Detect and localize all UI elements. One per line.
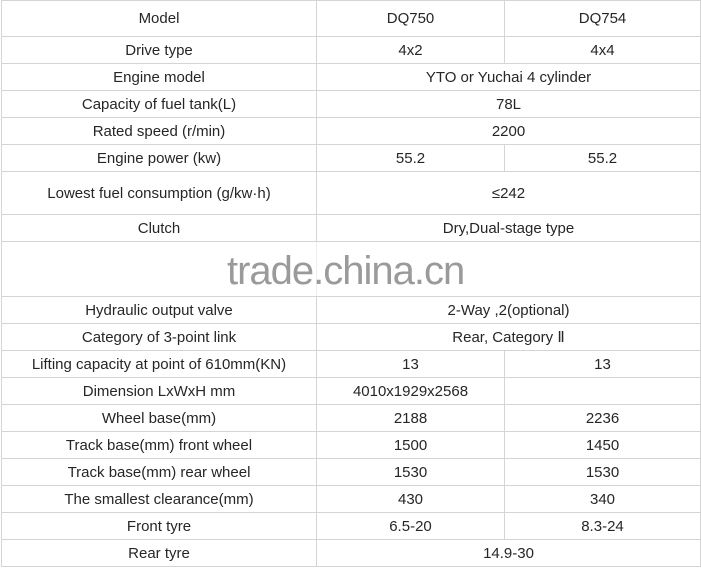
row-label: Drive type xyxy=(1,36,317,64)
row-value: 340 xyxy=(504,485,701,513)
row-label: Rear tyre xyxy=(1,539,317,567)
table-row: Lowest fuel consumption (g/kw·h) ≤242 xyxy=(1,171,701,215)
table-row: Clutch Dry,Dual-stage type xyxy=(1,214,701,242)
table-row: Engine model YTO or Yuchai 4 cylinder xyxy=(1,63,701,91)
table-row: Category of 3-point link Rear, Category Ⅱ xyxy=(1,323,701,351)
table-row: Capacity of fuel tank(L) 78L xyxy=(1,90,701,118)
row-value: 55.2 xyxy=(504,144,701,172)
row-label: Hydraulic output valve xyxy=(1,296,317,324)
row-value: 6.5-20 xyxy=(316,512,505,540)
row-label: Lowest fuel consumption (g/kw·h) xyxy=(1,171,317,215)
model-dq754: DQ754 xyxy=(504,0,701,37)
row-value: 1530 xyxy=(316,458,505,486)
row-label: Track base(mm) rear wheel xyxy=(1,458,317,486)
table-row: Front tyre 6.5-20 8.3-24 xyxy=(1,512,701,540)
table-row: Dimension LxWxH mm 4010x1929x2568 xyxy=(1,377,701,405)
row-value: 2236 xyxy=(504,404,701,432)
row-label: Category of 3-point link xyxy=(1,323,317,351)
table-row: Track base(mm) rear wheel 1530 1530 xyxy=(1,458,701,486)
row-value: 2-Way ,2(optional) xyxy=(316,296,701,324)
table-row: Track base(mm) front wheel 1500 1450 xyxy=(1,431,701,459)
table-row: Engine power (kw) 55.2 55.2 xyxy=(1,144,701,172)
blank-cell xyxy=(1,241,317,297)
table-row: Lifting capacity at point of 610mm(KN) 13… xyxy=(1,350,701,378)
row-value xyxy=(504,377,701,405)
row-value: YTO or Yuchai 4 cylinder xyxy=(316,63,701,91)
table-row: The smallest clearance(mm) 430 340 xyxy=(1,485,701,513)
row-label: Engine power (kw) xyxy=(1,144,317,172)
row-value: 4x2 xyxy=(316,36,505,64)
row-value: 4x4 xyxy=(504,36,701,64)
row-label: Track base(mm) front wheel xyxy=(1,431,317,459)
row-value: 1450 xyxy=(504,431,701,459)
table-row: Drive type 4x2 4x4 xyxy=(1,36,701,64)
row-value: 4010x1929x2568 xyxy=(316,377,505,405)
row-value: ≤242 xyxy=(316,171,701,215)
table-row: Wheel base(mm) 2188 2236 xyxy=(1,404,701,432)
header-label: Model xyxy=(1,0,317,37)
row-label: Front tyre xyxy=(1,512,317,540)
row-value: 13 xyxy=(504,350,701,378)
header-row: Model DQ750 DQ754 xyxy=(1,0,701,37)
row-label: The smallest clearance(mm) xyxy=(1,485,317,513)
row-value: 1500 xyxy=(316,431,505,459)
row-label: Dimension LxWxH mm xyxy=(1,377,317,405)
row-value: 55.2 xyxy=(316,144,505,172)
row-label: Clutch xyxy=(1,214,317,242)
row-label: Wheel base(mm) xyxy=(1,404,317,432)
row-value: 14.9-30 xyxy=(316,539,701,567)
row-label: Capacity of fuel tank(L) xyxy=(1,90,317,118)
row-value: 2200 xyxy=(316,117,701,145)
table-row: Rear tyre 14.9-30 xyxy=(1,539,701,567)
row-label: Engine model xyxy=(1,63,317,91)
row-value: 13 xyxy=(316,350,505,378)
row-value: 430 xyxy=(316,485,505,513)
model-dq750: DQ750 xyxy=(316,0,505,37)
row-value: Dry,Dual-stage type xyxy=(316,214,701,242)
row-value: 1530 xyxy=(504,458,701,486)
row-label: Rated speed (r/min) xyxy=(1,117,317,145)
row-value: 2188 xyxy=(316,404,505,432)
table-row: Hydraulic output valve 2-Way ,2(optional) xyxy=(1,296,701,324)
table-row: Rated speed (r/min) 2200 xyxy=(1,117,701,145)
row-value: 78L xyxy=(316,90,701,118)
row-value: 8.3-24 xyxy=(504,512,701,540)
row-value: Rear, Category Ⅱ xyxy=(316,323,701,351)
row-label: Lifting capacity at point of 610mm(KN) xyxy=(1,350,317,378)
watermark: trade.china.cn xyxy=(227,249,465,293)
